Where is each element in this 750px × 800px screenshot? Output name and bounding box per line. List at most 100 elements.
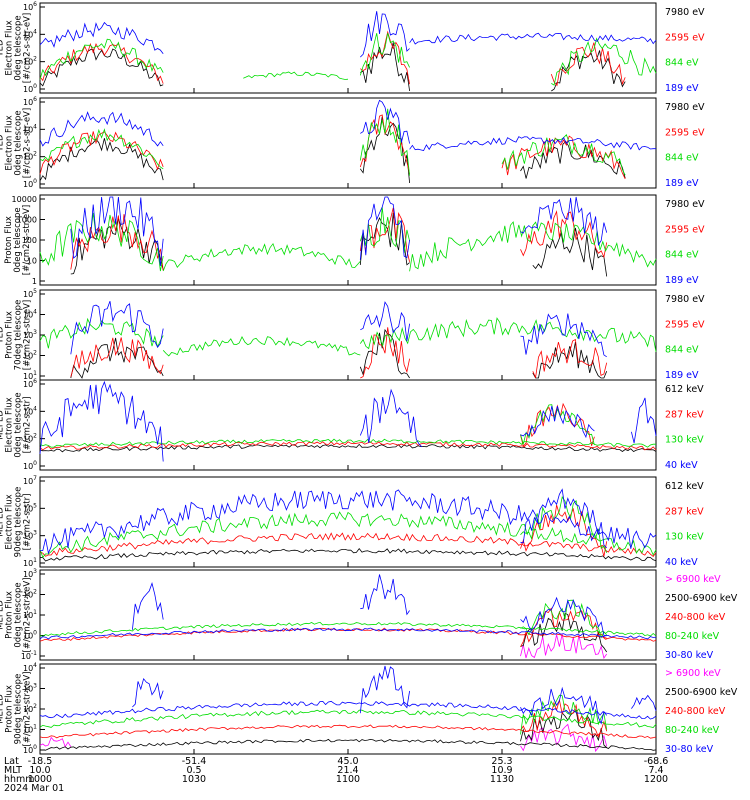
- ytick-label: 100: [23, 83, 37, 94]
- series-trace: [39, 443, 657, 453]
- ytick-label: 10000: [12, 195, 37, 204]
- ytick-exponent: 5: [33, 502, 37, 509]
- series-trace: [39, 131, 164, 175]
- series-trace: [520, 406, 595, 439]
- ytick-label: 10-1: [21, 650, 37, 661]
- y-axis-label-line: Electron Flux: [5, 20, 15, 75]
- series-trace: [501, 135, 626, 180]
- ytick-exponent: 2: [33, 589, 37, 596]
- legend-entry: 2595 eV: [665, 319, 705, 330]
- legend-entry: 844 eV: [665, 58, 699, 69]
- legend-entry: 30-80 keV: [665, 650, 714, 661]
- y-axis-label-line: 0deg telescope: [14, 392, 24, 457]
- legend-entry: 287 keV: [665, 506, 704, 517]
- series-trace: [39, 317, 164, 349]
- series-trace: [70, 337, 164, 377]
- ytick-label: 103: [23, 568, 37, 579]
- legend-entry: 30-80 keV: [665, 744, 714, 755]
- y-axis-label-line: Proton Flux: [5, 591, 15, 639]
- ytick-label: 104: [23, 309, 37, 320]
- ytick-exponent: 6: [33, 378, 37, 385]
- series-trace: [39, 627, 657, 640]
- legend-entry: 240-800 keV: [665, 612, 726, 623]
- y-axis-label-line: 0deg telescope: [14, 110, 24, 175]
- legend-entry: 130 keV: [665, 532, 704, 543]
- series-trace: [520, 694, 608, 735]
- series-trace: [39, 621, 657, 637]
- series-trace: [39, 212, 164, 272]
- ytick-exponent: 5: [33, 288, 37, 295]
- ytick-label: 1: [32, 277, 37, 286]
- ytick-exponent: 1: [33, 557, 37, 564]
- ytick-exponent: 1: [33, 609, 37, 616]
- series-trace: [132, 677, 164, 708]
- y-axis-label-line: [#/cm2-s-str-eV]: [23, 300, 33, 370]
- series-trace: [409, 221, 657, 272]
- footer-mlt-value: 10.9: [491, 765, 512, 776]
- footer-lat-value: 45.0: [337, 756, 358, 767]
- panel-frame: [39, 379, 657, 471]
- series-trace: [39, 736, 72, 748]
- legend-entry: 2500-6900 keV: [665, 687, 738, 698]
- series-trace: [39, 380, 164, 462]
- y-axis-label-line: Electron Flux: [5, 115, 15, 170]
- series-trace: [520, 596, 607, 637]
- ytick-label: 106: [23, 378, 37, 389]
- series-trace: [40, 489, 657, 555]
- series-trace: [39, 128, 164, 170]
- series-trace: [520, 210, 608, 259]
- series-trace: [39, 111, 164, 147]
- series-trace: [39, 724, 657, 739]
- series-trace: [359, 388, 423, 448]
- ytick-exponent: 2: [33, 350, 37, 357]
- y-axis-label-line: 70deg telescope: [14, 300, 24, 371]
- footer-mlt-value: 21.4: [337, 765, 358, 776]
- panel-5: 106 104 102 100 MEPEDElectron Flux0deg teles…: [0, 378, 704, 471]
- y-axis-label-line: [#/cm2-s-str-eV]: [22, 205, 32, 275]
- y-axis-label-line: Proton Flux: [5, 685, 15, 733]
- ytick-exponent: 6: [33, 1, 37, 8]
- y-axis-label-line: TED: [0, 134, 6, 153]
- series-trace: [359, 328, 410, 379]
- y-axis-label: MEPEDElectron Flux0deg telescope[#/cm2-s…: [0, 392, 33, 457]
- y-axis-label-line: MEPED: [0, 507, 6, 537]
- ytick-exponent: 3: [33, 683, 37, 690]
- ytick-label: 100: [23, 178, 37, 189]
- series-trace: [359, 317, 657, 352]
- series-trace: [359, 33, 410, 76]
- series-trace: [359, 108, 410, 176]
- legend-entry: 189 eV: [665, 275, 699, 286]
- ytick-label: 103: [23, 329, 37, 340]
- ytick-exponent: 4: [33, 123, 37, 130]
- series-trace: [631, 397, 657, 444]
- y-axis-label: TEDElectron Flux0deg telescope[#/cm2-s-s…: [0, 108, 33, 178]
- legend-entry: 7980 eV: [665, 7, 705, 18]
- series-trace: [520, 612, 608, 653]
- ytick-label: 100: [23, 744, 37, 755]
- series-trace: [631, 694, 657, 712]
- series-trace: [39, 700, 657, 720]
- series-trace: [520, 496, 608, 553]
- series-trace: [39, 138, 164, 181]
- footer-row-label: 2024 Mar 01: [4, 783, 64, 794]
- ytick-label: 106: [23, 1, 37, 12]
- footer-hhmm-value: 1100: [336, 774, 360, 785]
- series-trace: [532, 227, 608, 277]
- ytick-exponent: 0: [33, 460, 37, 467]
- series-trace: [359, 116, 410, 184]
- ytick-label: 107: [23, 475, 37, 486]
- footer-hhmm-value: 1030: [182, 774, 206, 785]
- y-axis-label-line: [#/cm2-s-str]: [23, 397, 33, 454]
- series-trace: [70, 301, 164, 355]
- ytick-label: 100: [22, 236, 37, 245]
- series-trace: [359, 196, 410, 260]
- ytick-label: 101: [23, 609, 37, 620]
- series-trace: [520, 402, 595, 448]
- y-axis-label-line: Proton Flux: [5, 311, 15, 359]
- y-axis-label-line: 0deg telescope: [13, 207, 23, 272]
- legend-entry: 612 keV: [665, 481, 704, 492]
